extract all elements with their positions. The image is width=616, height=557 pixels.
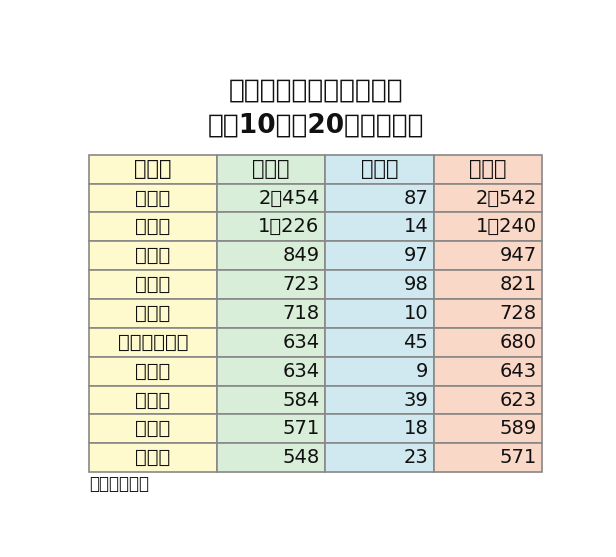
- Bar: [89, 443, 217, 472]
- Text: 1，240: 1，240: [476, 217, 537, 236]
- Bar: [89, 270, 217, 299]
- Text: 地銀の生損保手数料収入: 地銀の生損保手数料収入: [229, 77, 403, 104]
- Text: 623: 623: [500, 390, 537, 409]
- Text: 643: 643: [500, 361, 537, 380]
- Bar: [325, 241, 434, 270]
- Text: 849: 849: [283, 246, 320, 265]
- Bar: [434, 241, 543, 270]
- Bar: [325, 328, 434, 356]
- Text: 滋　賀: 滋 賀: [136, 361, 171, 380]
- Text: 680: 680: [500, 333, 537, 352]
- Bar: [325, 356, 434, 385]
- Text: 生　保: 生 保: [253, 159, 290, 179]
- Text: 18: 18: [403, 419, 428, 438]
- Text: 548: 548: [282, 448, 320, 467]
- Bar: [434, 299, 543, 328]
- Text: 87: 87: [403, 188, 428, 208]
- Bar: [217, 328, 325, 356]
- Text: 14: 14: [403, 217, 428, 236]
- Text: 97: 97: [403, 246, 428, 265]
- Text: 39: 39: [403, 390, 428, 409]
- Bar: [217, 299, 325, 328]
- Text: 728: 728: [500, 304, 537, 323]
- Bar: [325, 270, 434, 299]
- Bar: [89, 299, 217, 328]
- Text: 阿　波: 阿 波: [136, 419, 171, 438]
- Bar: [217, 270, 325, 299]
- Text: 2，454: 2，454: [258, 188, 320, 208]
- Text: 589: 589: [500, 419, 537, 438]
- Bar: [217, 241, 325, 270]
- Bar: [89, 212, 217, 241]
- Bar: [217, 356, 325, 385]
- Text: 718: 718: [283, 304, 320, 323]
- Text: 静　岡: 静 岡: [136, 188, 171, 208]
- Bar: [217, 155, 325, 184]
- Text: 723: 723: [283, 275, 320, 294]
- Bar: [217, 443, 325, 472]
- Bar: [89, 328, 217, 356]
- Bar: [325, 155, 434, 184]
- Text: 南　都: 南 都: [136, 304, 171, 323]
- Text: 福　岡: 福 岡: [136, 246, 171, 265]
- Text: 571: 571: [500, 448, 537, 467]
- Bar: [325, 443, 434, 472]
- Bar: [89, 414, 217, 443]
- Bar: [325, 184, 434, 212]
- Bar: [325, 299, 434, 328]
- Bar: [217, 414, 325, 443]
- Text: 571: 571: [282, 419, 320, 438]
- Text: 損　保: 損 保: [361, 159, 399, 179]
- Bar: [434, 155, 543, 184]
- Text: 上位10行（20年度上期）: 上位10行（20年度上期）: [208, 113, 424, 139]
- Bar: [434, 184, 543, 212]
- Text: 634: 634: [283, 361, 320, 380]
- Text: 821: 821: [500, 275, 537, 294]
- Text: 千　葉: 千 葉: [136, 275, 171, 294]
- Bar: [217, 212, 325, 241]
- Text: 23: 23: [403, 448, 428, 467]
- Bar: [434, 328, 543, 356]
- Text: 合　計: 合 計: [469, 159, 507, 179]
- Bar: [434, 356, 543, 385]
- Bar: [89, 385, 217, 414]
- Text: 第　四: 第 四: [136, 217, 171, 236]
- Bar: [89, 241, 217, 270]
- Bar: [434, 212, 543, 241]
- Bar: [434, 270, 543, 299]
- Bar: [325, 385, 434, 414]
- Text: 584: 584: [282, 390, 320, 409]
- Text: 広　島: 広 島: [136, 390, 171, 409]
- Bar: [434, 443, 543, 472]
- Text: 銀行名: 銀行名: [134, 159, 172, 179]
- Bar: [217, 184, 325, 212]
- Bar: [217, 385, 325, 414]
- Text: 634: 634: [283, 333, 320, 352]
- Text: 10: 10: [403, 304, 428, 323]
- Bar: [89, 356, 217, 385]
- Bar: [325, 212, 434, 241]
- Text: 紀　陽: 紀 陽: [136, 448, 171, 467]
- Text: 947: 947: [500, 246, 537, 265]
- Text: 西日本シティ: 西日本シティ: [118, 333, 188, 352]
- Text: 45: 45: [403, 333, 428, 352]
- Bar: [434, 385, 543, 414]
- Text: 1，226: 1，226: [258, 217, 320, 236]
- Text: 9: 9: [416, 361, 428, 380]
- Text: 2，542: 2，542: [476, 188, 537, 208]
- Text: 98: 98: [403, 275, 428, 294]
- Bar: [434, 414, 543, 443]
- Bar: [325, 414, 434, 443]
- Text: 単位：百万円: 単位：百万円: [89, 475, 149, 493]
- Bar: [89, 184, 217, 212]
- Bar: [89, 155, 217, 184]
